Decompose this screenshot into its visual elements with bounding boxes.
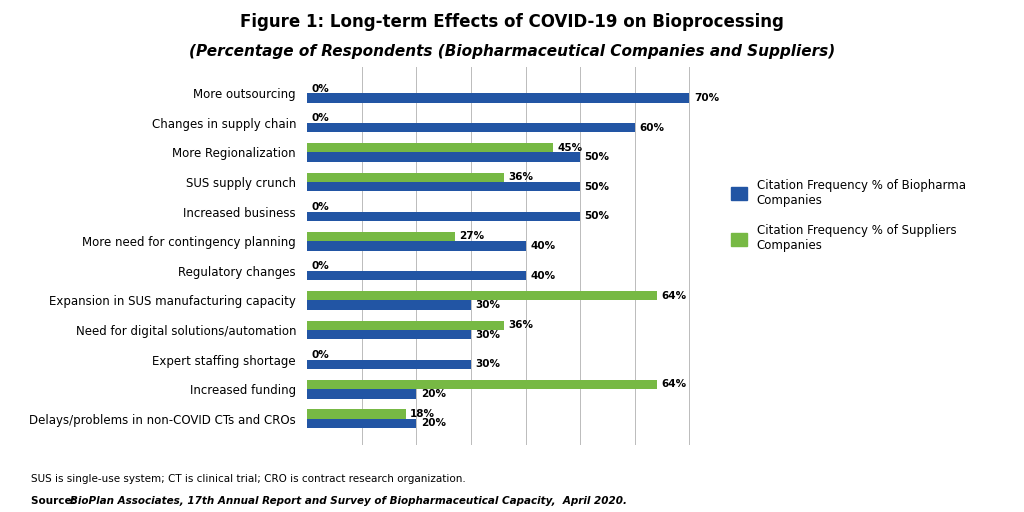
Bar	[307, 291, 656, 301]
Bar	[307, 241, 525, 251]
Text: 30%: 30%	[475, 300, 501, 310]
Text: 20%: 20%	[421, 389, 445, 399]
Bar	[307, 153, 581, 162]
Text: 0%: 0%	[311, 202, 330, 212]
Bar	[307, 271, 525, 280]
Text: 20%: 20%	[421, 418, 445, 429]
Text: 40%: 40%	[530, 270, 555, 281]
Text: 64%: 64%	[662, 379, 686, 390]
Bar	[307, 123, 635, 132]
Bar	[307, 380, 656, 389]
Text: 30%: 30%	[475, 330, 501, 339]
Bar	[307, 409, 406, 419]
Text: 50%: 50%	[585, 211, 609, 221]
Bar	[307, 211, 581, 221]
Text: 50%: 50%	[585, 152, 609, 162]
Text: 0%: 0%	[311, 113, 330, 123]
Text: 0%: 0%	[311, 261, 330, 271]
Text: 45%: 45%	[557, 143, 583, 153]
Text: 60%: 60%	[639, 122, 665, 133]
Text: 50%: 50%	[585, 182, 609, 192]
Text: BioPlan Associates, 17th Annual Report and Survey of Biopharmaceutical Capacity,: BioPlan Associates, 17th Annual Report a…	[70, 496, 627, 506]
Bar	[307, 143, 553, 153]
Text: Figure 1: Long-term Effects of COVID-19 on Bioprocessing: Figure 1: Long-term Effects of COVID-19 …	[240, 13, 784, 31]
Text: 0%: 0%	[311, 350, 330, 360]
Bar	[307, 93, 689, 103]
Text: 27%: 27%	[459, 231, 484, 242]
Text: 36%: 36%	[508, 320, 534, 330]
Text: 30%: 30%	[475, 359, 501, 369]
Text: 18%: 18%	[410, 409, 435, 419]
Bar	[307, 359, 471, 369]
Text: (Percentage of Respondents (Biopharmaceutical Companies and Suppliers): (Percentage of Respondents (Biopharmaceu…	[188, 44, 836, 58]
Text: 70%: 70%	[694, 93, 719, 103]
Text: 36%: 36%	[508, 173, 534, 182]
Bar	[307, 182, 581, 191]
Text: 64%: 64%	[662, 291, 686, 301]
Text: SUS is single-use system; CT is clinical trial; CRO is contract research organiz: SUS is single-use system; CT is clinical…	[31, 474, 466, 484]
Text: Source:: Source:	[31, 496, 79, 506]
Bar	[307, 419, 417, 428]
Bar	[307, 330, 471, 339]
Bar	[307, 232, 455, 241]
Bar	[307, 389, 417, 399]
Text: 0%: 0%	[311, 83, 330, 94]
Bar	[307, 301, 471, 310]
Bar	[307, 173, 504, 182]
Text: 40%: 40%	[530, 241, 555, 251]
Legend: Citation Frequency % of Biopharma
Companies, Citation Frequency % of Suppliers
C: Citation Frequency % of Biopharma Compan…	[731, 179, 966, 252]
Bar	[307, 321, 504, 330]
